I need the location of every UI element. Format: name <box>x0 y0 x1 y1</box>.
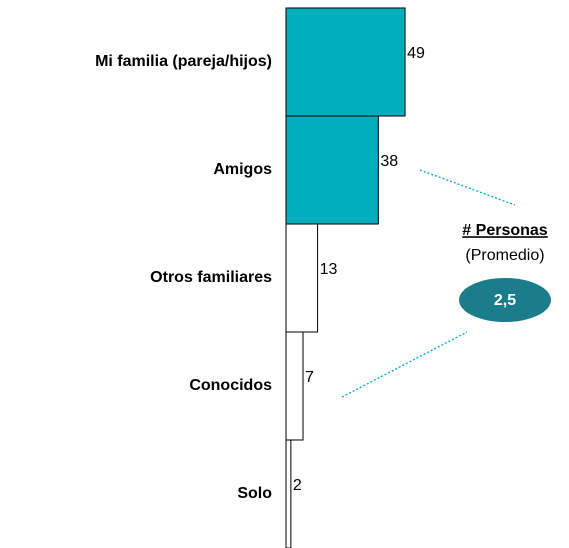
category-label: Solo <box>237 485 272 502</box>
bar <box>285 331 304 441</box>
annotation-value: 2,5 <box>494 292 516 309</box>
value-label: 2 <box>293 477 302 494</box>
annotation-subtitle: (Promedio) <box>465 247 544 264</box>
annotation-title: # Personas <box>462 222 547 239</box>
bar <box>285 439 292 548</box>
value-label: 49 <box>407 45 425 62</box>
value-label: 13 <box>320 261 338 278</box>
category-label: Conocidos <box>189 377 272 394</box>
annotation-badge <box>459 278 551 322</box>
value-label: 38 <box>380 153 398 170</box>
category-label: Mi familia (pareja/hijos) <box>95 53 272 70</box>
category-label: Otros familiares <box>150 269 272 286</box>
value-label: 7 <box>305 369 314 386</box>
bar <box>285 7 406 117</box>
bar <box>285 115 379 225</box>
leader-line <box>419 169 516 206</box>
leader-line <box>341 331 468 398</box>
category-label: Amigos <box>213 161 272 178</box>
bar <box>285 223 319 333</box>
